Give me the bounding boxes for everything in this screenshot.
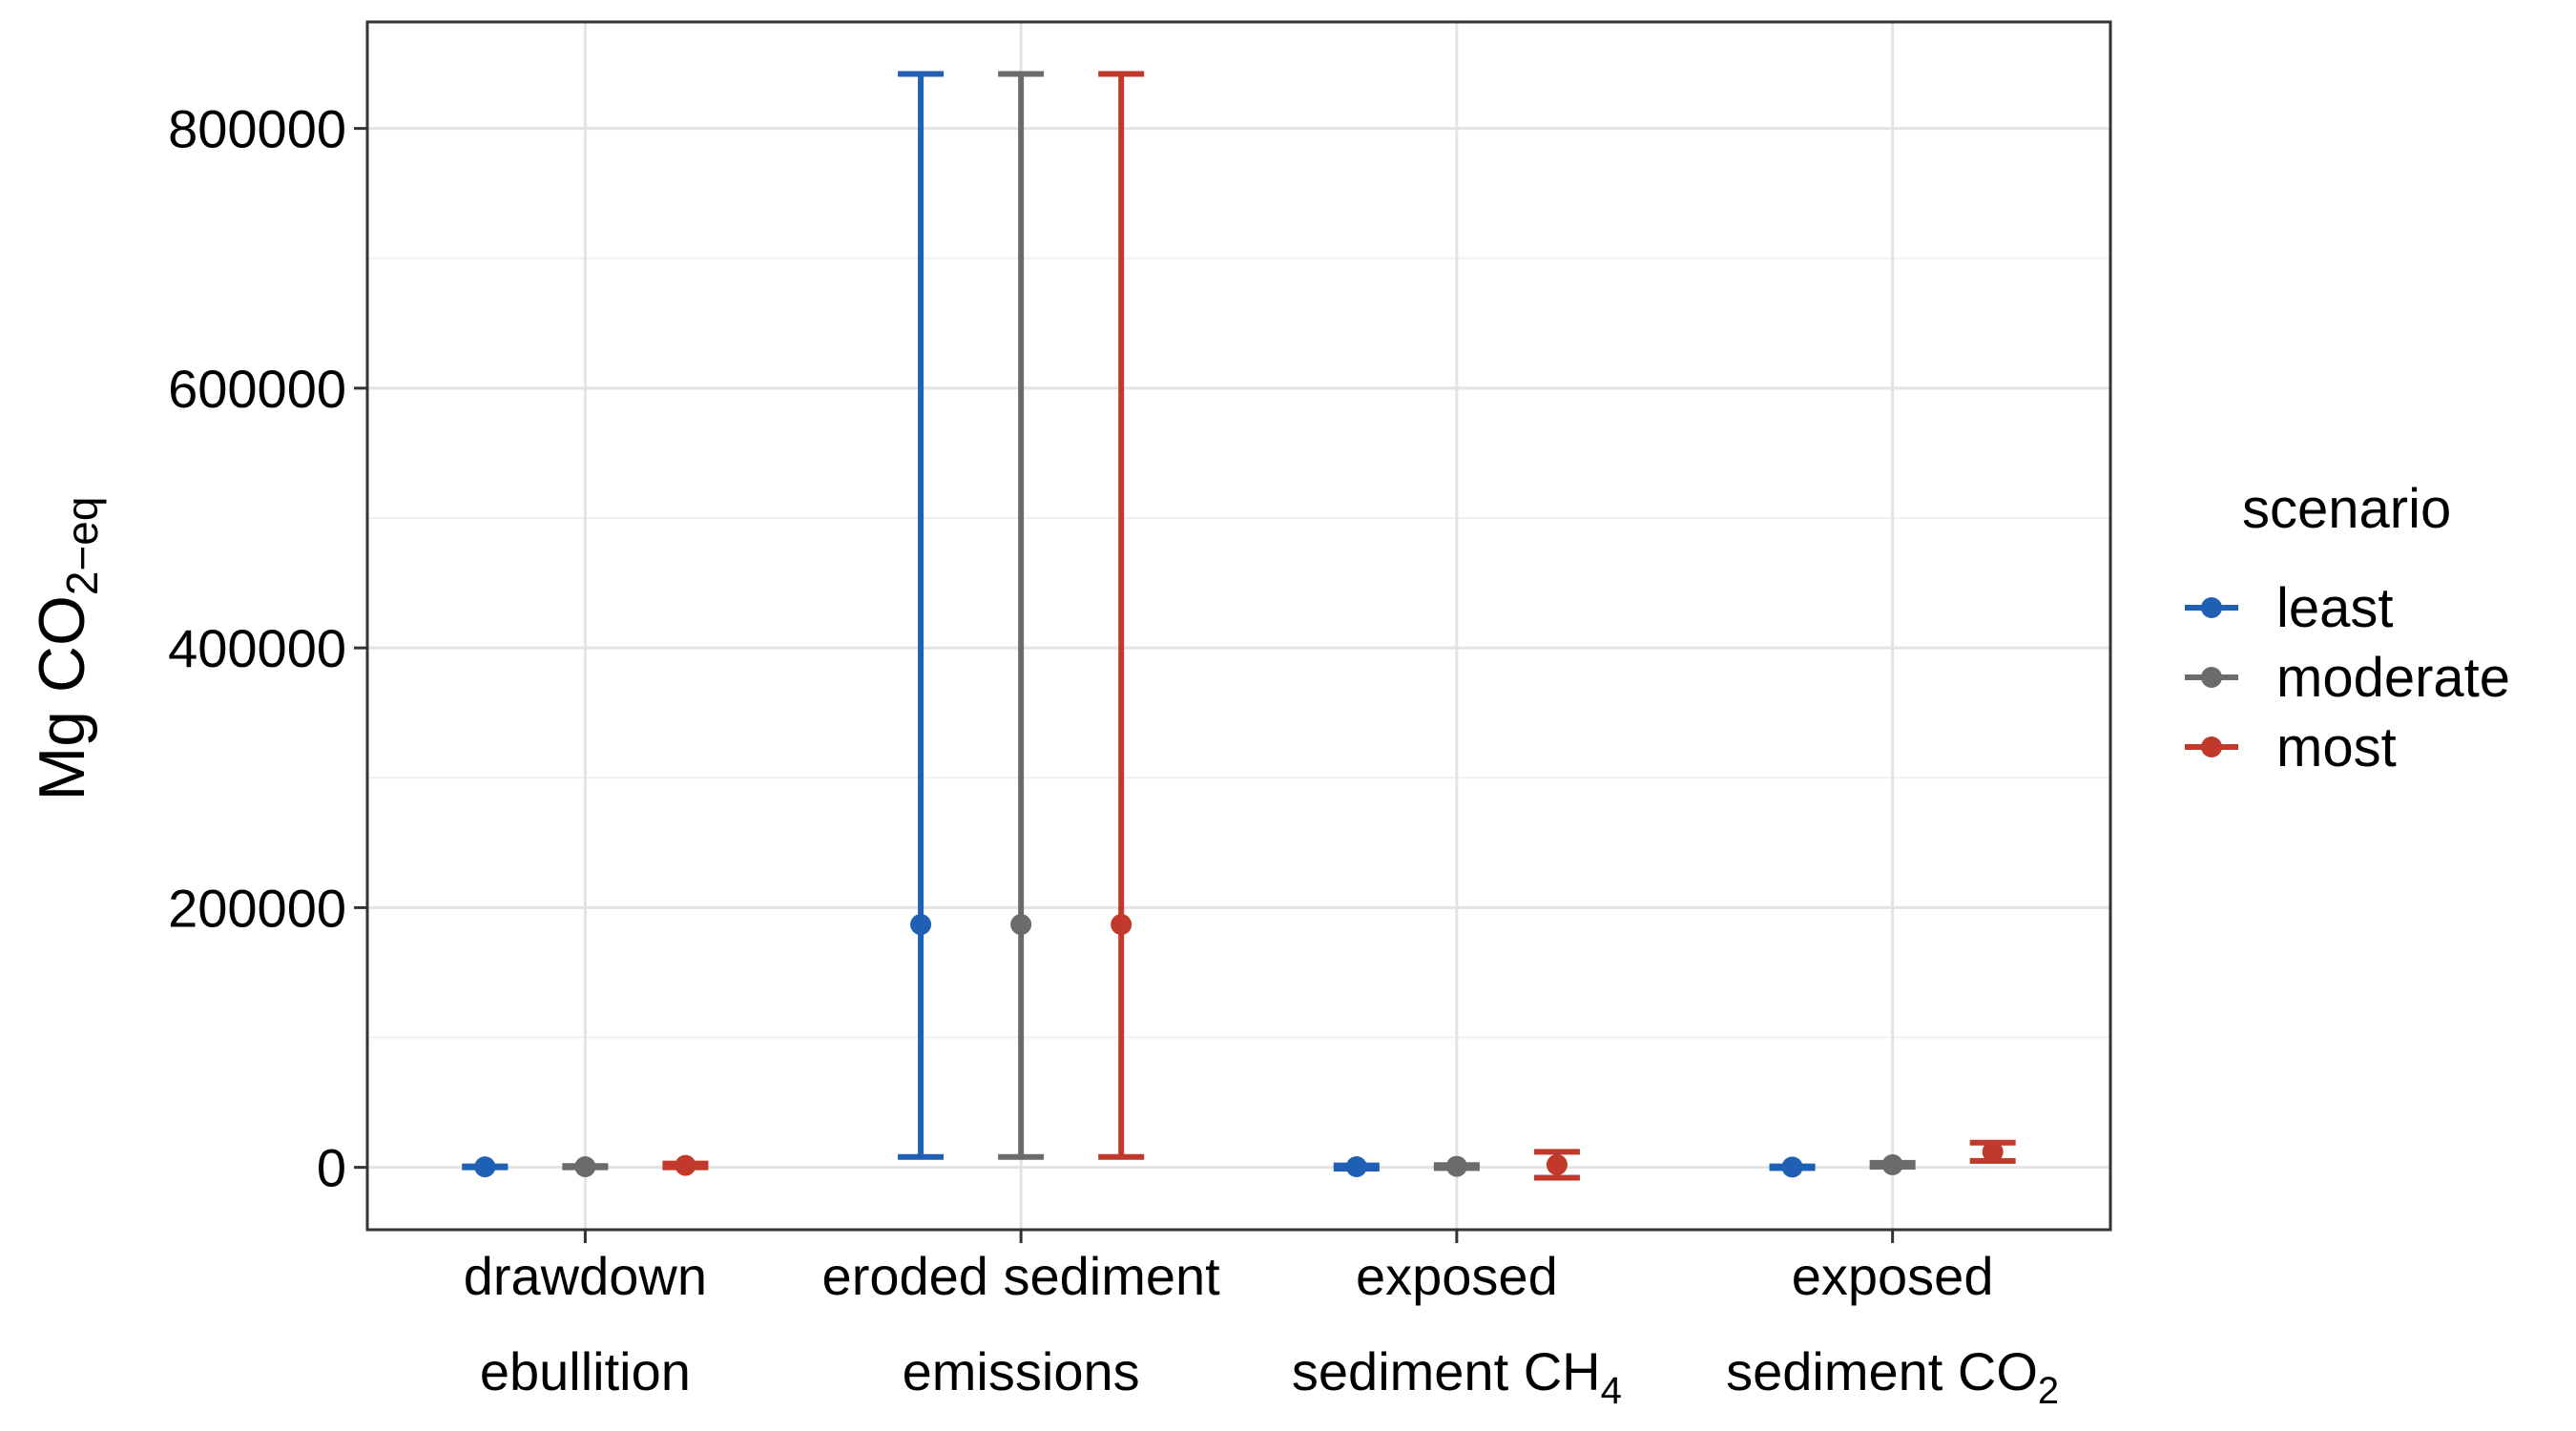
data-point [474, 1156, 496, 1178]
errorbar-most [1533, 1149, 1580, 1181]
y-axis-title-main: Mg CO [26, 595, 98, 800]
x-tick-label-text: emissions [903, 1341, 1140, 1401]
data-point [1111, 914, 1132, 936]
data-point [1546, 1153, 1568, 1175]
x-tick-label-subscript: 4 [1601, 1370, 1622, 1412]
data-point [1445, 1155, 1467, 1177]
y-axis-title: Mg CO2−eq [26, 497, 107, 801]
chart-marks [462, 71, 2016, 1181]
x-axis: drawdown ebullition eroded sediment emissio… [464, 1230, 2059, 1412]
x-tick-label-text: eroded sediment [822, 1246, 1221, 1306]
x-tick-label: drawdown [464, 1246, 707, 1306]
legend-item-most: most [2185, 716, 2397, 778]
legend-label: moderate [2276, 647, 2510, 709]
x-tick-label-text: exposed [1356, 1246, 1558, 1306]
errorbar-most [662, 1154, 709, 1176]
legend-key-point [2201, 667, 2222, 688]
errorbar-least [1769, 1156, 1816, 1178]
legend-key-point [2201, 736, 2222, 757]
legend-label: least [2276, 577, 2394, 639]
x-tick-label: eroded sediment [822, 1246, 1221, 1306]
x-tick-label-text: drawdown [464, 1246, 707, 1306]
data-point [910, 914, 932, 936]
x-tick-label: exposed [1792, 1246, 1994, 1306]
y-tick-label: 200000 [168, 878, 346, 938]
x-tick-label: exposed [1356, 1246, 1558, 1306]
errorbar-least [898, 71, 945, 1160]
y-tick-label: 600000 [168, 359, 346, 419]
data-point [1781, 1156, 1803, 1178]
data-point [675, 1154, 696, 1176]
errorbar-moderate [1869, 1153, 1916, 1175]
legend-item-least: least [2185, 577, 2394, 639]
x-tick-label: sediment CO2 [1726, 1341, 2059, 1412]
x-tick-label: ebullition [480, 1341, 691, 1401]
errorbar-moderate [562, 1155, 609, 1177]
x-tick-label-text: sediment CO [1726, 1341, 2038, 1401]
legend: scenario least moderate most [2185, 478, 2510, 778]
y-tick-label: 400000 [168, 618, 346, 678]
errorbar-most [1969, 1139, 2016, 1164]
data-point [574, 1155, 596, 1177]
y-tick-label: 0 [317, 1138, 346, 1198]
legend-item-moderate: moderate [2185, 647, 2510, 709]
legend-label: most [2276, 716, 2397, 778]
y-tick-label: 800000 [168, 99, 346, 159]
errorbar-least [462, 1156, 509, 1178]
data-point [1010, 914, 1032, 936]
x-tick-label-subscript: 2 [2038, 1370, 2059, 1412]
x-tick-label-text: ebullition [480, 1341, 691, 1401]
legend-title: scenario [2242, 478, 2451, 540]
x-tick-label-text: sediment CH [1292, 1341, 1601, 1401]
panel-border [365, 20, 2112, 1232]
x-tick-label-text: exposed [1792, 1246, 1994, 1306]
legend-key-point [2201, 597, 2222, 618]
y-axis-title-sub: 2−eq [57, 497, 107, 596]
data-point [1881, 1153, 1903, 1175]
data-point [1982, 1141, 2004, 1163]
errorbar-least [1333, 1155, 1380, 1177]
data-point [1345, 1155, 1367, 1177]
errorbar-most [1098, 71, 1145, 1160]
x-tick-label: emissions [903, 1341, 1140, 1401]
panel-background [367, 22, 2110, 1230]
errorbar-moderate [1433, 1155, 1480, 1177]
panel-grid [367, 22, 2110, 1230]
y-axis: 0 200000 400000 600000 800000 [168, 99, 367, 1198]
errorbar-moderate [998, 71, 1045, 1160]
x-tick-label: sediment CH4 [1292, 1341, 1622, 1412]
